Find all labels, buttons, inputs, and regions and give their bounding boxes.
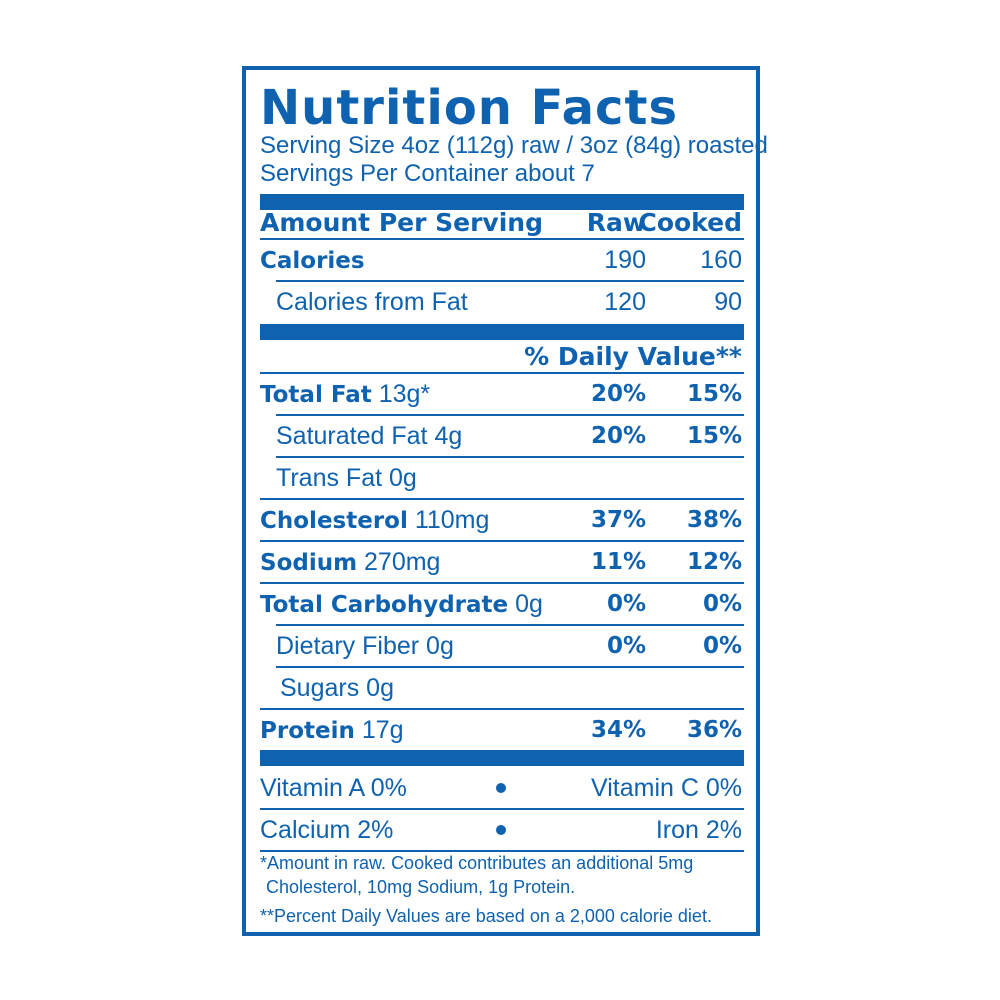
divider <box>276 280 744 282</box>
thick-divider <box>260 750 744 766</box>
calories-label: Calories <box>260 248 365 274</box>
nutrient-name: Dietary Fiber 0g <box>276 632 454 660</box>
nutrient-row-total-carbohydrate: Total Carbohydrate 0g 0% 0% <box>260 584 744 624</box>
divider <box>260 498 744 500</box>
nutrient-row-dietary-fiber: Dietary Fiber 0g 0% 0% <box>260 626 744 666</box>
nutrient-cooked-dv: 15% <box>686 381 742 407</box>
amount-per-serving: Amount Per Serving <box>260 208 543 237</box>
bullet-icon <box>496 825 506 835</box>
dv-header-row: % Daily Value** <box>260 342 744 372</box>
nutrient-name: Total Fat 13g* <box>260 380 431 408</box>
nutrient-raw-dv: 37% <box>590 507 646 533</box>
daily-value-header: % Daily Value** <box>524 342 742 371</box>
nutrient-row-total-fat: Total Fat 13g* 20% 15% <box>260 374 744 414</box>
calories-fat-label: Calories from Fat <box>276 288 468 316</box>
nutrient-name: Trans Fat 0g <box>276 464 417 492</box>
vitamin-row: Vitamin A 0% Vitamin C 0% <box>260 768 744 808</box>
nutrient-cooked-dv: 0% <box>702 633 742 659</box>
nutrient-raw-dv: 20% <box>590 423 646 449</box>
amount-header-row: Amount Per Serving Raw Cooked <box>260 208 744 238</box>
divider <box>276 456 744 458</box>
nutrient-row-sugars: Sugars 0g <box>260 668 744 708</box>
calories-raw: 190 <box>604 246 646 274</box>
label-title: Nutrition Facts <box>260 80 679 136</box>
calories-fat-row: Calories from Fat 120 90 <box>260 282 744 322</box>
divider <box>260 540 744 542</box>
nutrient-cooked-dv: 12% <box>686 549 742 575</box>
nutrient-name: Protein 17g <box>260 716 404 744</box>
nutrient-row-trans-fat: Trans Fat 0g <box>260 458 744 498</box>
nutrient-name: Sodium 270mg <box>260 548 441 576</box>
nutrient-raw-dv: 0% <box>606 633 646 659</box>
divider <box>276 666 744 668</box>
thick-divider <box>260 324 744 340</box>
footnote-daily-value: **Percent Daily Values are based on a 2,… <box>260 906 712 926</box>
bullet-icon <box>496 783 506 793</box>
calories-fat-cooked: 90 <box>714 288 742 316</box>
nutrition-facts-label: Nutrition Facts Serving Size 4oz (112g) … <box>242 66 768 936</box>
nutrient-raw-dv: 0% <box>606 591 646 617</box>
servings-per-container: Servings Per Container about 7 <box>260 160 595 187</box>
divider <box>260 708 744 710</box>
nutrient-cooked-dv: 0% <box>702 591 742 617</box>
mineral-row: Calcium 2% Iron 2% <box>260 810 744 850</box>
divider <box>276 624 744 626</box>
nutrient-row-sodium: Sodium 270mg 11% 12% <box>260 542 744 582</box>
col-cooked-header: Cooked <box>638 208 742 237</box>
nutrient-raw-dv: 34% <box>590 717 646 743</box>
nutrient-row-cholesterol: Cholesterol 110mg 37% 38% <box>260 500 744 540</box>
divider <box>260 372 744 374</box>
thick-divider <box>260 194 744 210</box>
nutrient-row-protein: Protein 17g 34% 36% <box>260 710 744 750</box>
calcium: Calcium 2% <box>260 816 394 844</box>
nutrient-row-saturated-fat: Saturated Fat 4g 20% 15% <box>260 416 744 456</box>
serving-info: Serving Size 4oz (112g) raw / 3oz (84g) … <box>260 132 768 188</box>
calories-cooked: 160 <box>700 246 742 274</box>
nutrient-cooked-dv: 38% <box>686 507 742 533</box>
nutrient-cooked-dv: 15% <box>686 423 742 449</box>
divider <box>260 238 744 240</box>
vitamin-c: Vitamin C 0% <box>591 774 742 802</box>
calories-fat-raw: 120 <box>604 288 646 316</box>
nutrient-name: Sugars 0g <box>280 674 394 702</box>
nutrient-name: Saturated Fat 4g <box>276 422 463 450</box>
divider <box>260 850 744 852</box>
vitamin-a: Vitamin A 0% <box>260 774 407 802</box>
iron: Iron 2% <box>655 816 742 844</box>
nutrient-cooked-dv: 36% <box>686 717 742 743</box>
calories-row: Calories 190 160 <box>260 240 744 280</box>
footnote-amount: *Amount in raw. Cooked contributes an ad… <box>260 853 694 897</box>
col-raw-header: Raw <box>586 208 646 237</box>
nutrient-name: Cholesterol 110mg <box>260 506 490 534</box>
divider <box>260 808 744 810</box>
divider <box>260 582 744 584</box>
serving-size: Serving Size 4oz (112g) raw / 3oz (84g) … <box>260 132 768 159</box>
nutrient-raw-dv: 20% <box>590 381 646 407</box>
nutrient-name: Total Carbohydrate 0g <box>260 590 543 618</box>
nutrient-raw-dv: 11% <box>590 549 646 575</box>
divider <box>276 414 744 416</box>
